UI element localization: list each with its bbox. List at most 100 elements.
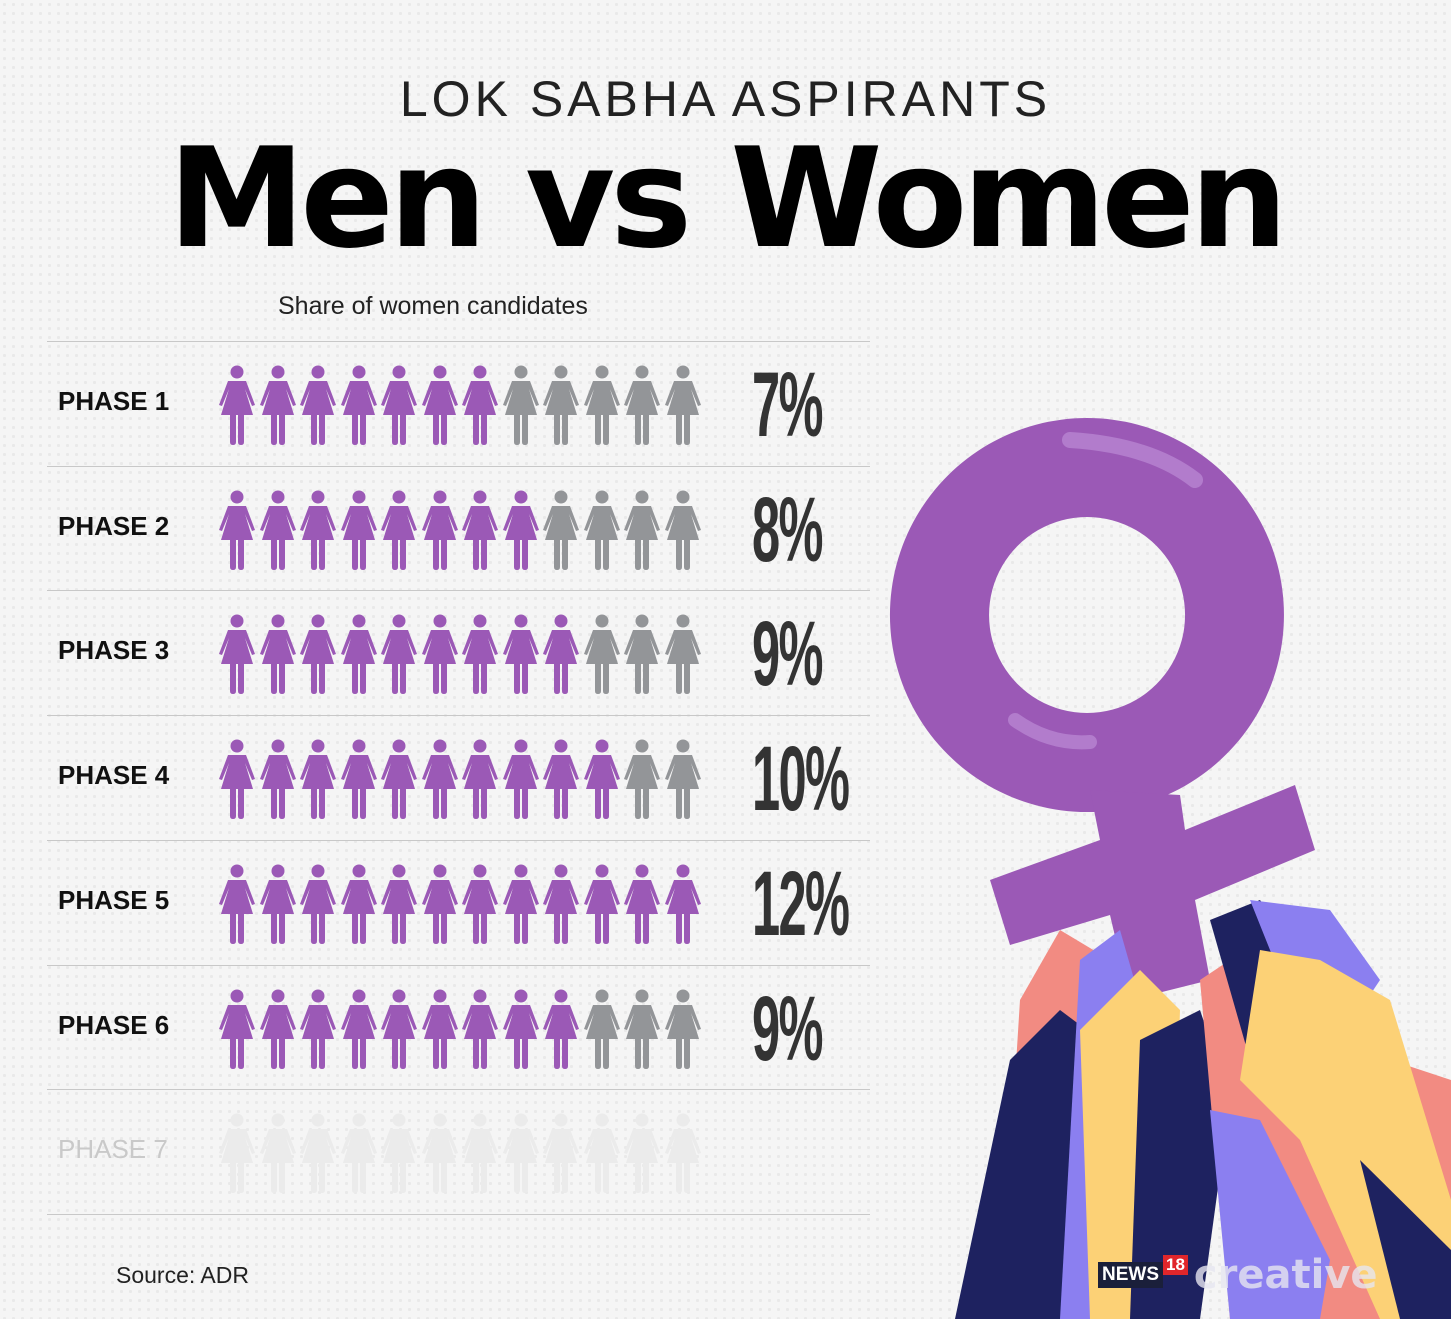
woman-person-icon — [340, 864, 377, 944]
woman-person-icon — [664, 864, 701, 944]
woman-person-icon — [340, 614, 377, 694]
phase-label: PHASE 6 — [58, 1010, 170, 1040]
news18-creative-logo: NEWS 18 creative — [1098, 1252, 1378, 1298]
man-person-icon — [664, 365, 701, 445]
woman-person-icon — [421, 365, 458, 445]
woman-person-icon — [381, 365, 417, 445]
man-person-icon — [664, 1113, 701, 1193]
pictogram-row — [219, 614, 709, 694]
row-divider — [47, 840, 870, 841]
percent-value: 12% — [752, 853, 850, 955]
row-divider — [47, 715, 870, 716]
woman-person-icon — [502, 739, 539, 819]
row-divider — [47, 1214, 870, 1215]
phase-label: PHASE 1 — [58, 386, 170, 416]
woman-person-icon — [502, 614, 539, 694]
man-person-icon — [502, 365, 539, 445]
page-title: Men vs Women — [167, 118, 1288, 279]
woman-person-icon — [219, 739, 255, 819]
man-person-icon — [502, 1113, 539, 1193]
logo-creative: creative — [1193, 1252, 1378, 1298]
man-person-icon — [583, 614, 620, 694]
chart-subtitle: Share of women candidates — [278, 292, 588, 320]
man-person-icon — [259, 1113, 296, 1193]
venus-hands-illustration — [889, 418, 1451, 1319]
woman-person-icon — [259, 490, 296, 570]
woman-person-icon — [583, 739, 620, 819]
woman-person-icon — [340, 365, 377, 445]
woman-person-icon — [340, 739, 377, 819]
man-person-icon — [543, 365, 579, 445]
man-person-icon — [543, 490, 579, 570]
phase-label: PHASE 4 — [58, 760, 170, 790]
woman-person-icon — [300, 490, 336, 570]
pictogram-row — [219, 1113, 709, 1193]
woman-person-icon — [462, 864, 498, 944]
man-person-icon — [543, 1113, 579, 1193]
woman-person-icon — [300, 989, 336, 1069]
percent-value: 7% — [752, 354, 823, 456]
venus-symbol-icon — [889, 418, 1315, 1000]
pictogram-row — [219, 490, 709, 570]
row-divider — [47, 965, 870, 966]
phase-label: PHASE 7 — [58, 1134, 168, 1164]
row-divider — [47, 590, 870, 591]
logo-18: 18 — [1163, 1255, 1188, 1275]
woman-person-icon — [421, 739, 458, 819]
woman-person-icon — [340, 989, 377, 1069]
woman-person-icon — [543, 614, 579, 694]
woman-person-icon — [421, 490, 458, 570]
woman-person-icon — [381, 989, 417, 1069]
man-person-icon — [219, 1113, 255, 1193]
woman-person-icon — [219, 614, 255, 694]
woman-person-icon — [543, 739, 579, 819]
woman-person-icon — [219, 490, 255, 570]
woman-person-icon — [502, 989, 539, 1069]
woman-person-icon — [300, 739, 336, 819]
row-divider — [47, 1089, 870, 1090]
woman-person-icon — [421, 989, 458, 1069]
woman-person-icon — [543, 989, 579, 1069]
pictogram-row — [219, 365, 709, 445]
man-person-icon — [421, 1113, 458, 1193]
woman-person-icon — [462, 989, 498, 1069]
logo-news: NEWS — [1098, 1262, 1163, 1288]
woman-person-icon — [259, 864, 296, 944]
man-person-icon — [624, 989, 660, 1069]
man-person-icon — [300, 1113, 336, 1193]
man-person-icon — [583, 989, 620, 1069]
kicker: LOK SABHA ASPIRANTS — [399, 71, 1052, 127]
woman-person-icon — [421, 864, 458, 944]
percent-value: 9% — [752, 978, 823, 1080]
woman-person-icon — [624, 864, 660, 944]
phase-label: PHASE 5 — [58, 885, 170, 915]
woman-person-icon — [502, 490, 539, 570]
man-person-icon — [340, 1113, 377, 1193]
woman-person-icon — [259, 365, 296, 445]
woman-person-icon — [462, 365, 498, 445]
man-person-icon — [462, 1113, 498, 1193]
man-person-icon — [624, 1113, 660, 1193]
phase-label: PHASE 3 — [58, 635, 170, 665]
row-divider — [47, 341, 870, 342]
man-person-icon — [664, 614, 701, 694]
percent-value: 10% — [752, 728, 850, 830]
man-person-icon — [624, 365, 660, 445]
woman-person-icon — [219, 365, 255, 445]
woman-person-icon — [462, 614, 498, 694]
man-person-icon — [664, 739, 701, 819]
woman-person-icon — [381, 614, 417, 694]
woman-person-icon — [259, 989, 296, 1069]
woman-person-icon — [340, 490, 377, 570]
pictogram-row — [219, 739, 709, 819]
percent-value: 9% — [752, 603, 823, 705]
man-person-icon — [624, 739, 660, 819]
woman-person-icon — [381, 739, 417, 819]
pictogram-row — [219, 989, 709, 1069]
source-note: Source: ADR — [116, 1262, 249, 1288]
woman-person-icon — [219, 989, 255, 1069]
man-person-icon — [664, 989, 701, 1069]
woman-person-icon — [300, 614, 336, 694]
woman-person-icon — [421, 614, 458, 694]
man-person-icon — [583, 1113, 620, 1193]
